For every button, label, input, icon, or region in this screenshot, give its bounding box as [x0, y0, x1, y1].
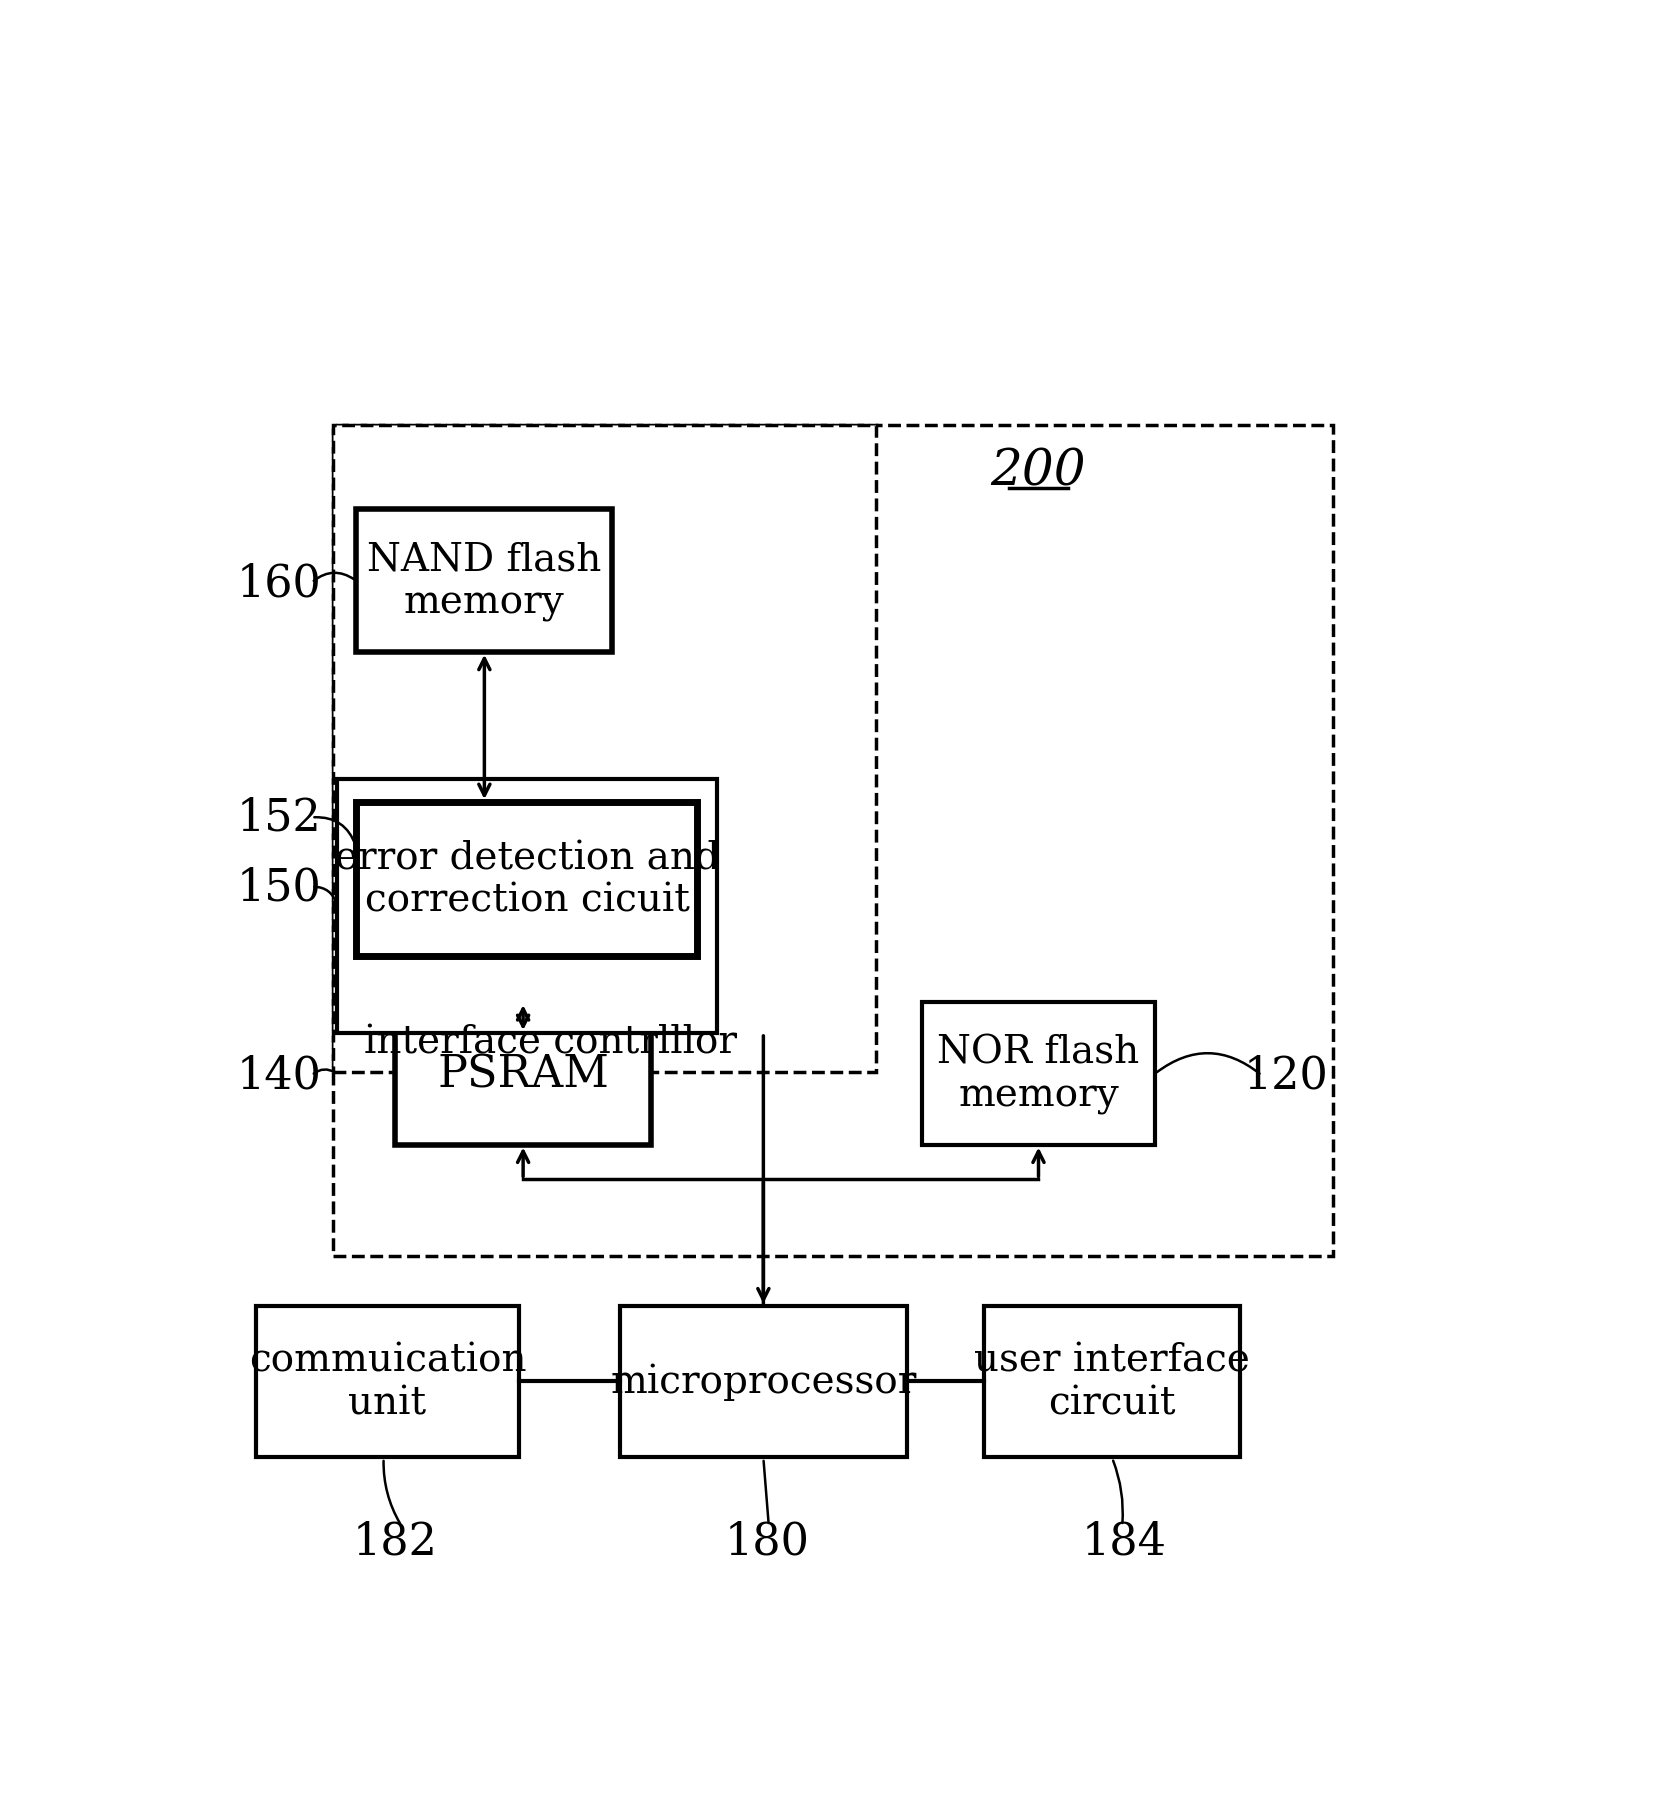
Bar: [984, 1306, 1240, 1457]
Text: user interface
circuit: user interface circuit: [974, 1342, 1250, 1422]
Bar: [619, 1306, 907, 1457]
Text: microprocessor: microprocessor: [611, 1362, 917, 1400]
Bar: [356, 510, 612, 653]
Text: interface contrlllor: interface contrlllor: [365, 1025, 736, 1061]
Text: 120: 120: [1243, 1054, 1328, 1097]
Text: 182: 182: [353, 1520, 437, 1564]
Bar: [333, 426, 1332, 1257]
Text: 184: 184: [1081, 1520, 1166, 1564]
Bar: [336, 780, 716, 1034]
Text: PSRAM: PSRAM: [437, 1052, 609, 1096]
Bar: [256, 1306, 519, 1457]
Text: NAND flash
memory: NAND flash memory: [366, 541, 601, 622]
Text: commuication
unit: commuication unit: [249, 1342, 525, 1422]
Text: 160: 160: [236, 562, 321, 604]
Text: 152: 152: [236, 796, 321, 840]
Bar: [922, 1003, 1154, 1145]
Bar: [395, 1003, 651, 1145]
Bar: [333, 426, 875, 1072]
Text: 150: 150: [236, 865, 321, 909]
Bar: [356, 802, 698, 956]
Text: NOR flash
memory: NOR flash memory: [937, 1034, 1139, 1114]
Text: 200: 200: [990, 446, 1086, 497]
Text: 140: 140: [236, 1054, 321, 1097]
Text: 180: 180: [724, 1520, 810, 1564]
Text: error detection and
correction cicuit: error detection and correction cicuit: [335, 840, 719, 920]
